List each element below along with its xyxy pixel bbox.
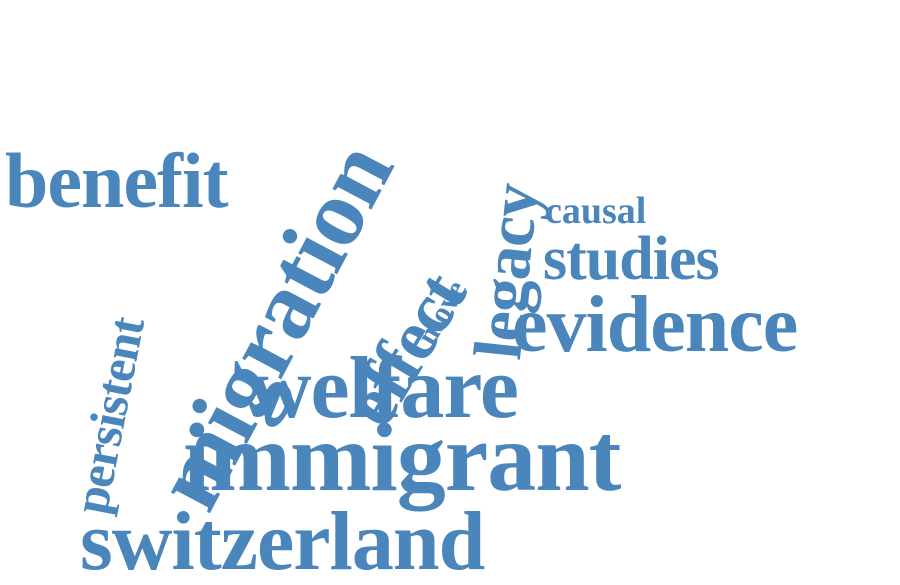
word-studies: studies (543, 225, 720, 293)
word-switzerland: switzerland (80, 495, 485, 585)
word-persistent: persistent (62, 312, 155, 519)
word-evidence: evidence (512, 281, 798, 369)
word-causal: causal (545, 190, 647, 232)
word-welfare: welfare (248, 340, 519, 437)
word-legacy: legacy (459, 180, 553, 363)
word-immigrant: immigrant (183, 404, 621, 512)
word-benefit: benefit (5, 137, 229, 224)
